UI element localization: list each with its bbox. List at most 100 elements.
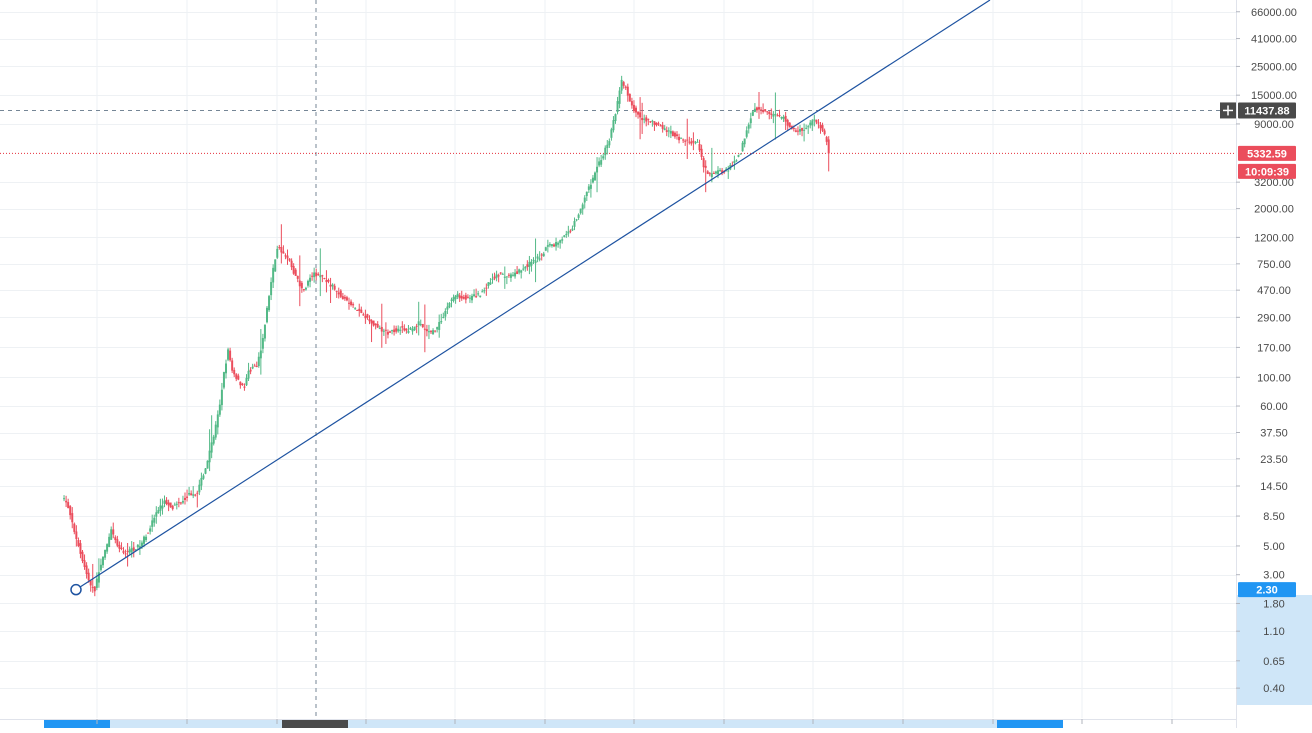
candle-body	[792, 128, 795, 130]
candle-body	[296, 275, 299, 279]
candle-body	[405, 328, 408, 331]
candle-body	[97, 572, 100, 583]
price-tick-label: 23.50	[1260, 454, 1288, 466]
candle-body	[266, 307, 268, 323]
candle-body	[188, 493, 191, 495]
candle-body	[725, 168, 728, 170]
trendline-drawing[interactable]	[70, 0, 991, 596]
trendline-anchor-handle[interactable]	[70, 583, 82, 596]
candle-body	[331, 284, 334, 287]
candle-body	[602, 156, 605, 159]
last-price-badge-label: 5332.59	[1247, 148, 1287, 160]
candle-body	[278, 247, 281, 249]
candle-body	[772, 114, 775, 117]
candle-body	[448, 302, 451, 308]
candle-body	[815, 119, 818, 123]
candle-body	[747, 124, 750, 129]
candle-body	[678, 136, 681, 141]
candle-body	[157, 510, 160, 514]
candle-body	[216, 414, 219, 428]
candle-body	[198, 484, 201, 493]
time-range-end-marker[interactable]	[997, 720, 1063, 728]
candle-body	[520, 270, 523, 273]
candle-body	[577, 214, 580, 218]
candle-body	[466, 296, 469, 298]
candle-body	[145, 536, 148, 541]
candle-body	[192, 494, 195, 496]
candle-body	[65, 500, 68, 503]
candle-body	[665, 130, 668, 133]
candle-body	[292, 266, 295, 274]
candle-body	[345, 297, 348, 301]
candle-body	[760, 109, 763, 111]
candle-body	[366, 314, 369, 318]
candle-body	[671, 131, 674, 137]
candle-body	[770, 113, 773, 115]
candle-body	[676, 134, 678, 137]
price-axis[interactable]: 66000.00 41000.00 25000.00 15000.00 9000.00 3…	[1236, 0, 1312, 728]
candle-body	[63, 498, 66, 500]
candle-body	[612, 120, 615, 131]
candle-body	[528, 261, 531, 268]
candle-body	[108, 536, 111, 547]
candle-body	[514, 272, 517, 277]
time-range-highlight	[110, 720, 997, 728]
candle-body	[491, 278, 494, 280]
candle-body	[751, 111, 754, 116]
candle-body	[616, 101, 619, 113]
candle-body	[282, 251, 285, 254]
trendline[interactable]	[75, 0, 991, 591]
candle-body	[421, 324, 424, 328]
candle-body	[704, 165, 707, 168]
candle-body	[167, 502, 170, 506]
price-tick-label: 5.00	[1263, 541, 1284, 553]
candle-body	[553, 244, 555, 247]
candle-body	[468, 297, 471, 299]
candle-body	[786, 119, 789, 126]
candle-body	[395, 328, 398, 332]
candle-body	[503, 276, 506, 278]
candle-body	[497, 275, 500, 277]
candle-body	[386, 331, 389, 335]
candle-body	[184, 497, 186, 500]
candle-body	[284, 255, 287, 257]
candle-body	[594, 172, 596, 181]
candle-body	[329, 284, 332, 287]
candle-body	[126, 551, 129, 553]
candle-body	[259, 350, 262, 359]
candle-body	[319, 275, 322, 278]
candle-body	[83, 560, 86, 567]
candle-body	[143, 536, 145, 544]
candle-body	[181, 500, 184, 503]
candle-body	[776, 115, 779, 117]
candles	[63, 75, 830, 597]
crosshair-time-label	[282, 720, 348, 728]
candle-body	[268, 296, 271, 311]
candle-body	[309, 277, 312, 282]
candle-body	[75, 531, 78, 539]
candle-body	[753, 108, 756, 113]
candle-body	[516, 271, 519, 275]
candle-body	[784, 115, 787, 122]
crosshair-price-badge-bg	[1238, 102, 1296, 119]
last-price-badge-bg	[1238, 145, 1296, 161]
candle-body	[460, 296, 463, 299]
candle-body	[643, 118, 646, 120]
candle-body	[85, 565, 88, 575]
crosshair-plus-button[interactable]	[1220, 102, 1236, 119]
candle-body	[231, 360, 234, 371]
time-range-start-marker[interactable]	[44, 720, 110, 728]
candle-body	[352, 304, 355, 306]
candle-body	[538, 258, 541, 260]
candle-body	[233, 369, 236, 375]
crosshair-price-badge: 11437.88	[1238, 102, 1296, 119]
candle-body	[374, 323, 377, 326]
candle-body	[434, 330, 437, 332]
candle-body	[622, 82, 625, 86]
candle-body	[657, 123, 660, 125]
candle-body	[719, 169, 722, 171]
candle-body	[509, 274, 512, 278]
candle-body	[393, 329, 396, 333]
